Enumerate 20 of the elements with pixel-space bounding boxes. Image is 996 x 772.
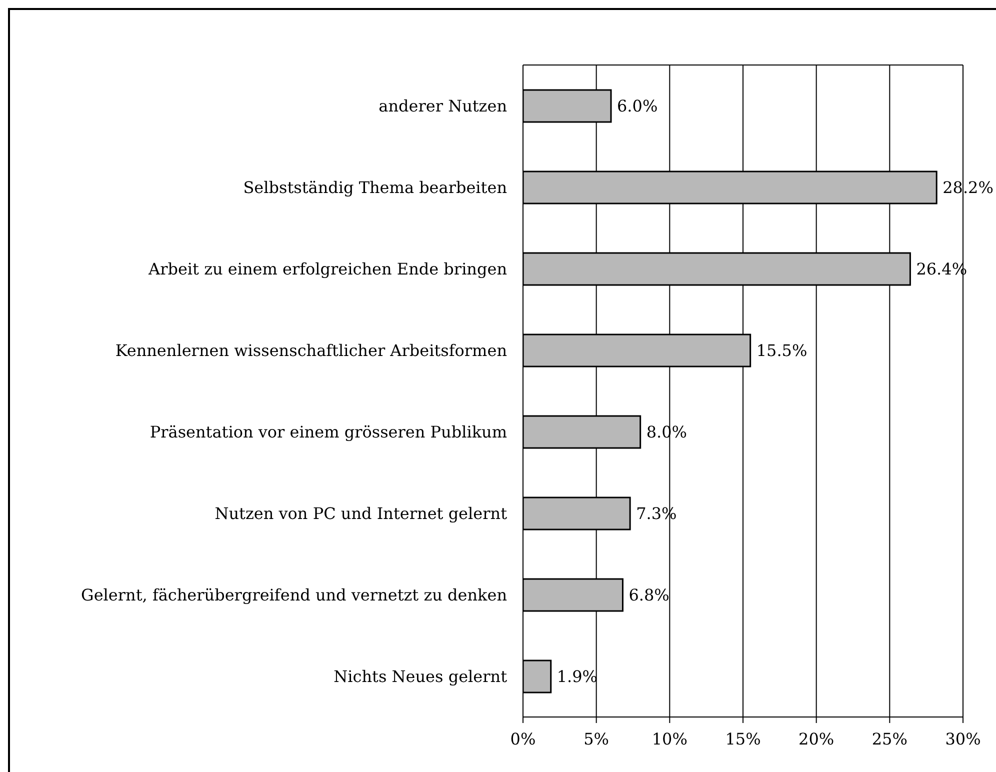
data-label: 6.0% bbox=[617, 96, 658, 116]
y-tick-label: Nutzen von PC und Internet gelernt bbox=[214, 504, 508, 523]
y-tick-label: Arbeit zu einem erfolgreichen Ende bringen bbox=[148, 259, 507, 278]
x-tick-label: 30% bbox=[945, 729, 981, 748]
y-tick-label: Kennenlernen wissenschaftlicher Arbeitsformen bbox=[115, 340, 507, 360]
x-tick-label: 5% bbox=[584, 729, 610, 748]
x-tick-label: 15% bbox=[725, 729, 761, 748]
y-tick-label: Gelernt, fächerübergreifend und vernetzt zu denken bbox=[81, 585, 507, 604]
bar bbox=[523, 660, 552, 694]
y-tick-label: Selbstständig Thema bearbeiten bbox=[243, 178, 507, 197]
y-tick-label: anderer Nutzen bbox=[378, 96, 507, 116]
x-tick-label: 20% bbox=[798, 729, 834, 748]
x-tick-label: 10% bbox=[652, 729, 688, 748]
y-tick-label: Nichts Neues gelernt bbox=[334, 666, 508, 686]
data-label: 15.5% bbox=[756, 341, 808, 360]
data-label: 1.9% bbox=[556, 667, 598, 686]
x-tick-label: 25% bbox=[872, 729, 908, 748]
data-label: 6.8% bbox=[628, 586, 670, 605]
x-tick-label: 0% bbox=[510, 729, 536, 748]
y-tick-label: Präsentation vor einem grösseren Publikum bbox=[150, 422, 507, 442]
